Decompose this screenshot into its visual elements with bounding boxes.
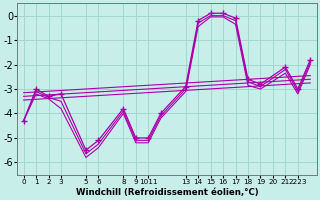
X-axis label: Windchill (Refroidissement éolien,°C): Windchill (Refroidissement éolien,°C) [76, 188, 258, 197]
